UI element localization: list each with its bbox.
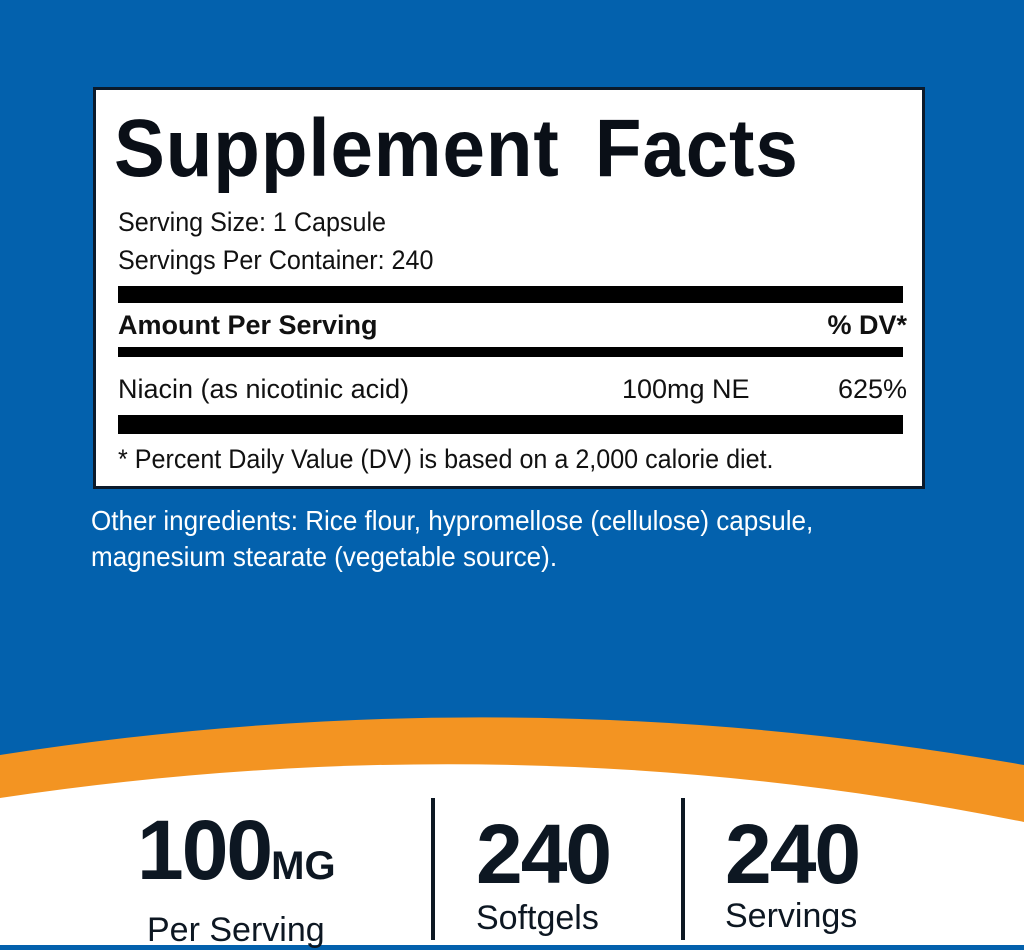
servings-per-container: Servings Per Container: 240	[118, 245, 434, 275]
other-ingredients-line: magnesium stearate (vegetable source).	[91, 541, 558, 572]
orange-wave-banner	[0, 717, 1024, 945]
stat-softgels: 240 Softgels	[476, 807, 612, 938]
stat-value: 100	[137, 803, 273, 897]
stat-divider	[431, 798, 435, 940]
divider-bar	[118, 415, 903, 434]
footnote: * Percent Daily Value (DV) is based on a…	[118, 444, 774, 474]
stat-label: Softgels	[476, 899, 599, 937]
divider-bar	[118, 286, 903, 303]
facts-title: Supplement Facts	[114, 103, 799, 194]
stat-value: 240	[476, 807, 612, 901]
other-ingredients-line: Other ingredients: Rice flour, hypromell…	[91, 505, 814, 536]
supplement-facts-panel: Supplement Facts Serving Size: 1 Capsule…	[93, 87, 925, 489]
stat-label: Servings	[725, 897, 858, 935]
stat-servings: 240 Servings	[725, 807, 861, 936]
nutrient-name: Niacin (as nicotinic acid)	[118, 374, 410, 404]
nutrient-dv: 625%	[837, 374, 907, 404]
nutrient-amount: 100mg NE	[622, 374, 750, 404]
header-amount-per-serving: Amount Per Serving	[118, 310, 378, 340]
stat-divider	[681, 798, 685, 940]
divider-bar	[118, 347, 903, 357]
stat-label: Per Serving	[147, 911, 325, 949]
other-ingredients: Other ingredients: Rice flour, hypromell…	[91, 503, 813, 575]
serving-size: Serving Size: 1 Capsule	[118, 207, 386, 237]
stat-unit: MG	[271, 844, 336, 888]
stat-per-serving: 100MG Per Serving	[137, 808, 336, 950]
header-dv: % DV*	[827, 310, 907, 340]
stat-value: 240	[725, 807, 861, 901]
